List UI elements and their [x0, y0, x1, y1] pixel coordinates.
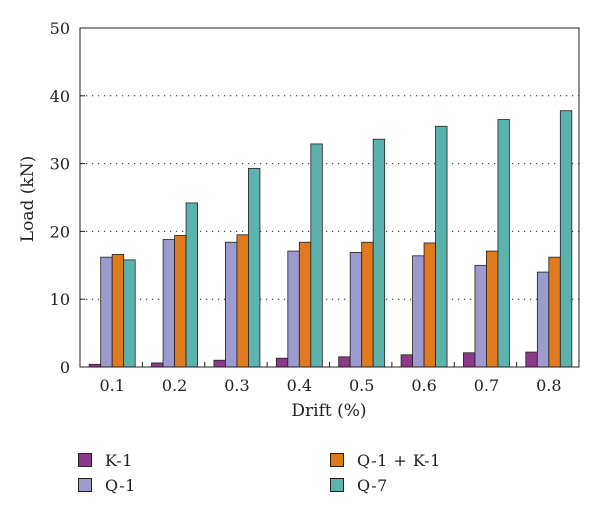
bar-k1-0.4 — [275, 357, 289, 368]
bar-q1-0.5 — [349, 252, 363, 368]
bars — [88, 110, 573, 368]
bar-k1-0.6 — [400, 354, 413, 368]
x-tick-label: 0.4 — [287, 376, 312, 395]
bar-q7-0.3 — [248, 167, 261, 368]
tick-labels: 0 10 20 30 40 50 0.1 0.2 0.3 0.4 0.5 0.6 0.7 0.8 — [50, 19, 562, 395]
bar-q1k1-0.4 — [298, 241, 312, 368]
bar-q7-0.6 — [435, 125, 448, 368]
y-tick-label: 20 — [50, 222, 70, 241]
bar-k1-0.7 — [463, 352, 476, 368]
y-tick-label: 0 — [60, 358, 70, 377]
bar-k1-0.5 — [338, 356, 351, 368]
bar-q7-0.2 — [185, 202, 198, 368]
x-tick-label: 0.7 — [474, 376, 499, 395]
x-tick-label: 0.3 — [224, 376, 249, 395]
y-axis-label: Load (kN) — [18, 156, 38, 242]
bar-q1k1-0.8 — [548, 256, 561, 368]
bar-q7-0.4 — [310, 143, 323, 368]
bar-q7-0.5 — [372, 138, 386, 368]
bar-q1-0.4 — [287, 250, 300, 368]
x-axis-label: Drift (%) — [291, 401, 366, 421]
bar-k1-0.3 — [213, 359, 226, 368]
bar-q1k1-0.7 — [486, 250, 499, 368]
bar-q1k1-0.1 — [111, 254, 125, 368]
bar-q1-0.3 — [225, 241, 238, 368]
bar-q1k1-0.3 — [236, 234, 249, 368]
bar-q1-0.7 — [474, 264, 487, 368]
x-tick-label: 0.5 — [349, 376, 374, 395]
x-tick-label: 0.1 — [99, 376, 124, 395]
bar-q1k1-0.6 — [423, 242, 436, 368]
y-tick-label: 30 — [50, 155, 70, 174]
bar-k1-0.2 — [151, 362, 164, 368]
y-tick-label: 50 — [50, 19, 70, 38]
bar-q1-0.8 — [536, 271, 550, 368]
bar-q1-0.2 — [162, 239, 175, 368]
plot-frame — [79, 27, 580, 368]
x-tick-label: 0.8 — [536, 376, 561, 395]
bar-q7-0.1 — [123, 259, 136, 368]
bar-q1k1-0.5 — [361, 241, 374, 368]
y-tick-label: 10 — [50, 290, 70, 309]
axes — [79, 27, 580, 368]
y-tick-label: 40 — [50, 87, 70, 106]
bar-k1-0.8 — [525, 351, 538, 368]
x-tick-label: 0.6 — [411, 376, 436, 395]
bar-q7-0.8 — [559, 110, 573, 368]
bar-q1k1-0.2 — [174, 235, 187, 368]
x-tick-label: 0.2 — [162, 376, 187, 395]
bar-q7-0.7 — [497, 119, 510, 368]
bar-q1-0.6 — [412, 255, 425, 368]
bar-q1-0.1 — [100, 256, 113, 368]
